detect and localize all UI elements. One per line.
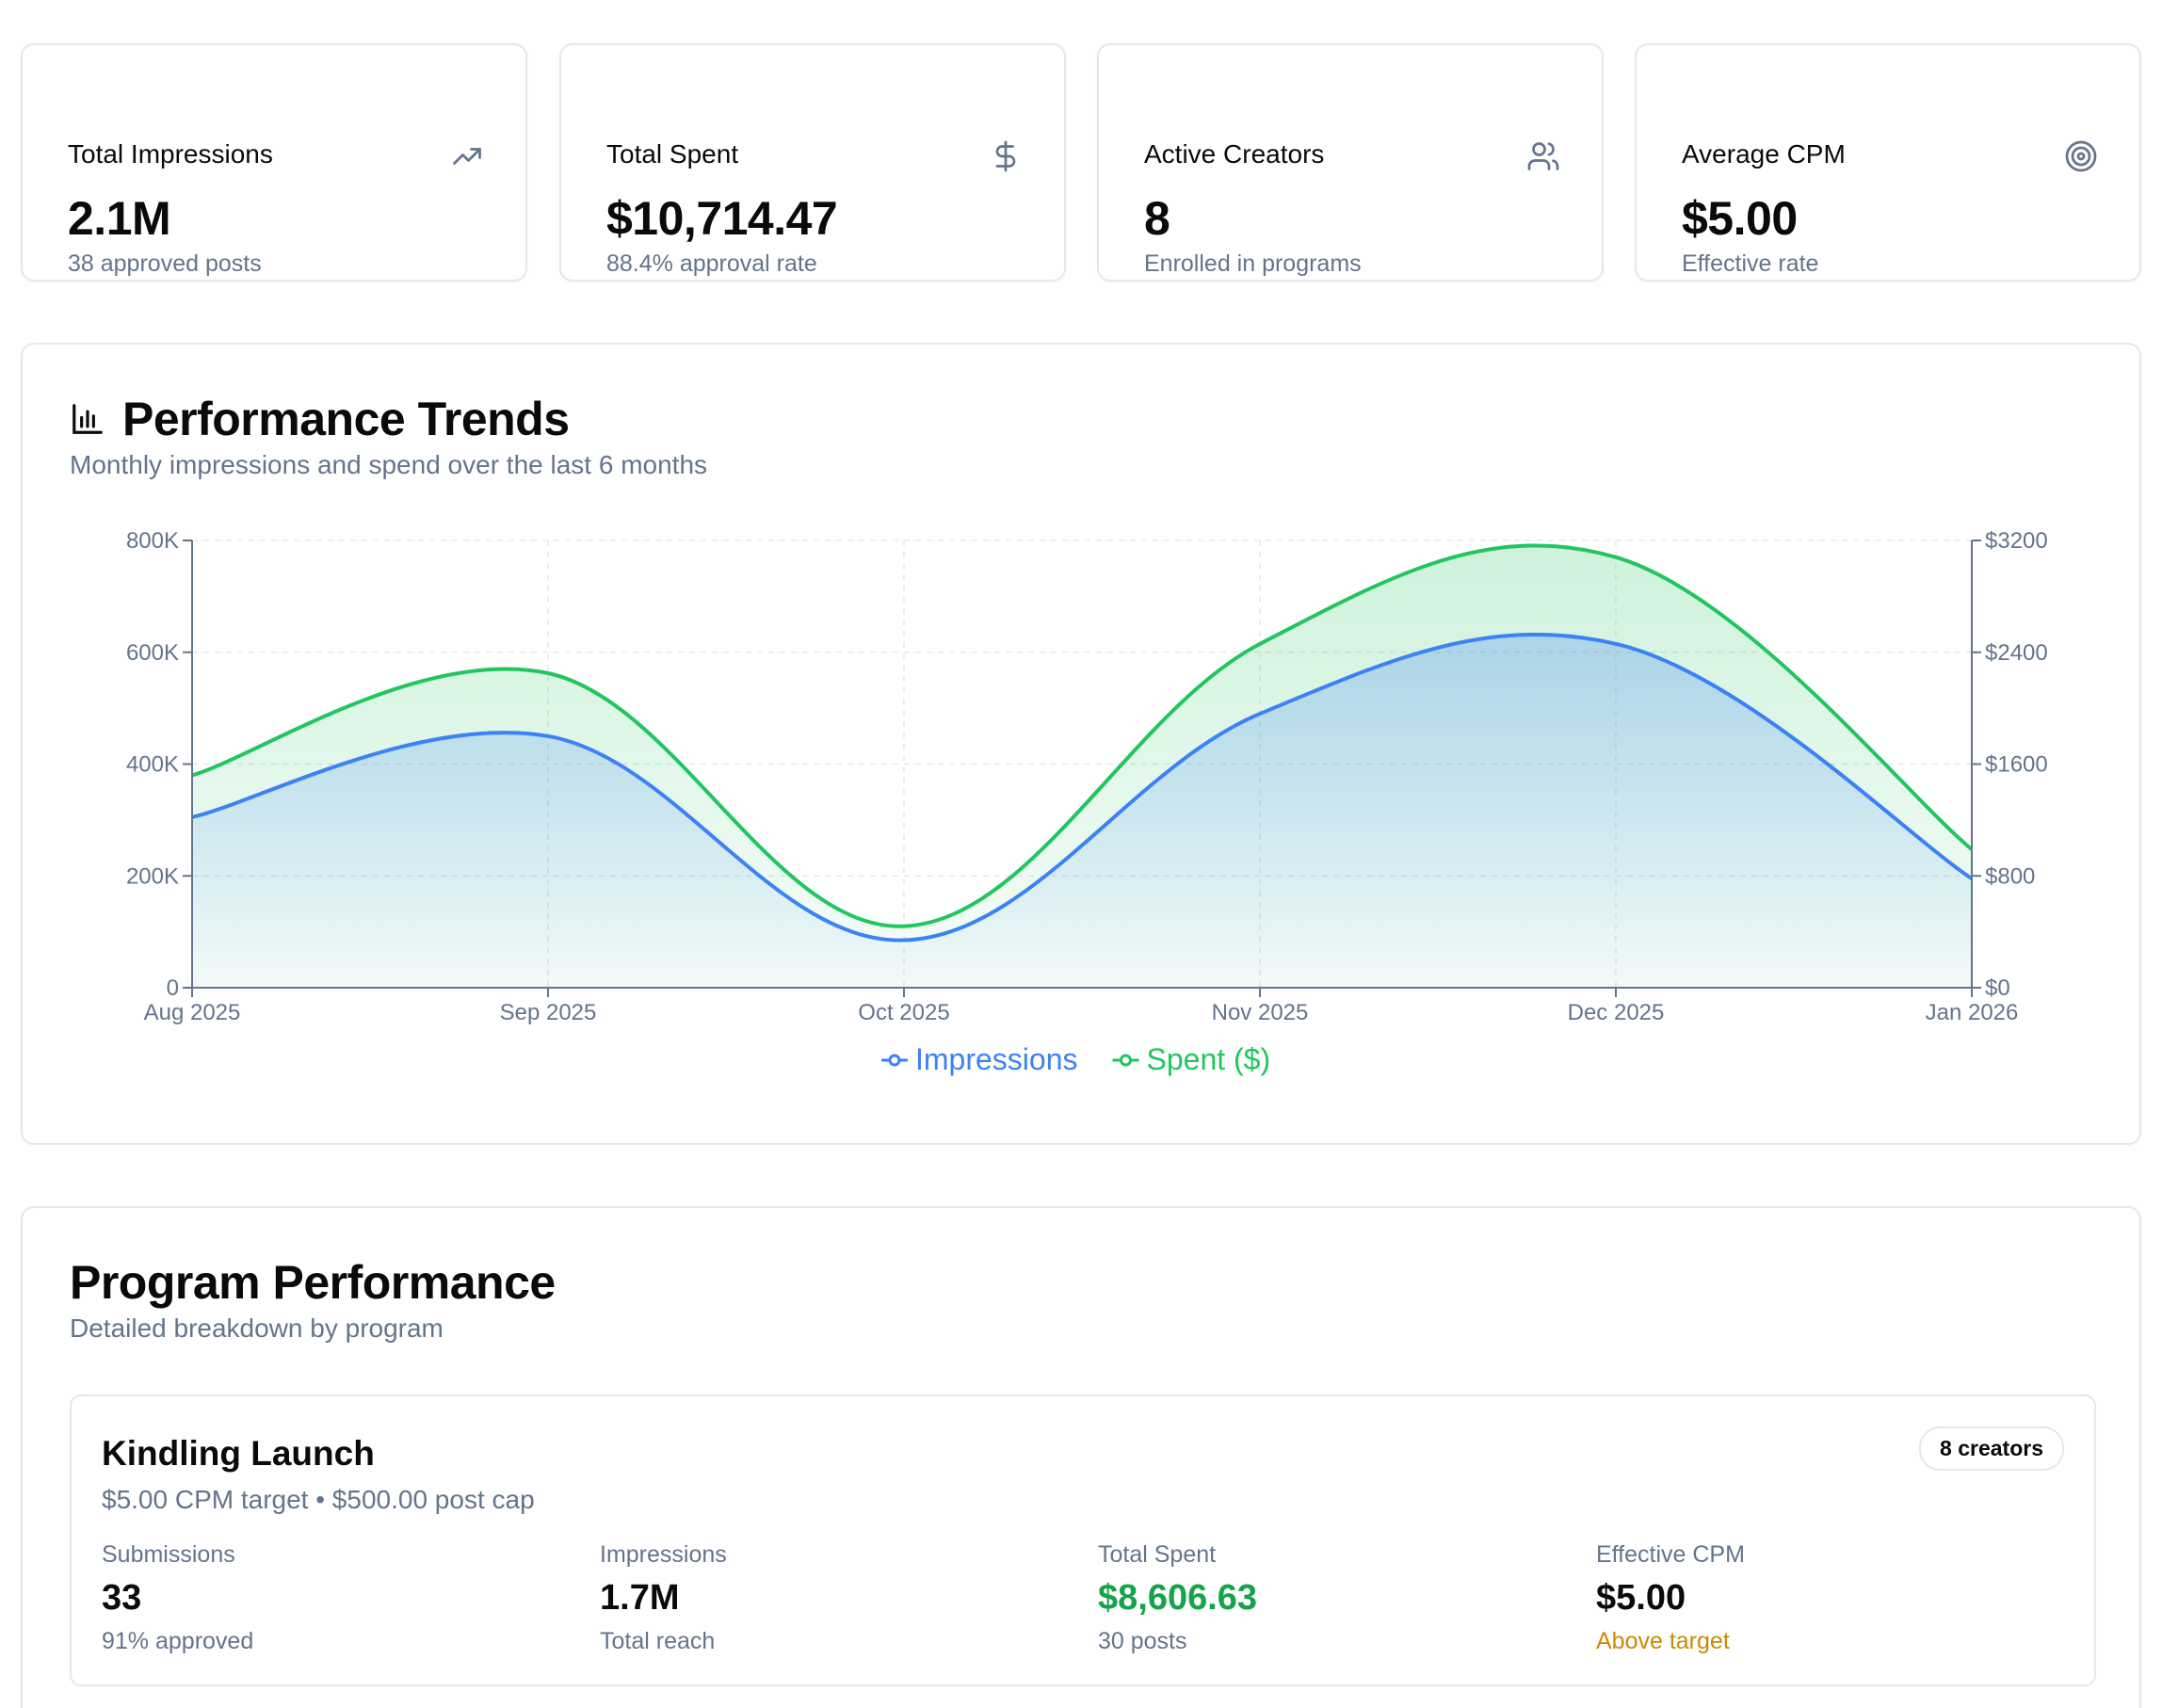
trends-title: Performance Trends — [122, 393, 570, 445]
stat-value: 2.1M — [68, 192, 171, 245]
stat-value: $10,714.47 — [606, 192, 838, 245]
stat-card-spent: Total Spent $10,714.47 88.4% approval ra… — [559, 43, 1066, 282]
stat-subtitle: 38 approved posts — [68, 250, 262, 277]
legend-marker-dot — [888, 1054, 901, 1067]
impressions-line — [191, 633, 1974, 943]
metric-label: Total Spent — [1098, 1541, 1217, 1568]
y-left-tick-label: 0 — [167, 975, 179, 1001]
metric-total-spent: Total Spent $8,606.63 30 posts — [1098, 1541, 1569, 1655]
metric-impressions: Impressions 1.7M Total reach — [600, 1541, 1071, 1655]
stat-subtitle: Effective rate — [1682, 250, 1819, 277]
impressions-area — [192, 634, 1972, 988]
stat-value: 8 — [1144, 192, 1170, 245]
x-tick-label: Aug 2025 — [144, 1000, 241, 1025]
trends-header: Performance Trends — [70, 392, 570, 446]
y-right-tick-label: $800 — [1985, 863, 2035, 889]
x-tick-label: Jan 2026 — [1926, 1000, 2019, 1025]
stat-card-impressions: Total Impressions 2.1M 38 approved posts — [21, 43, 527, 282]
x-tick-label: Sep 2025 — [500, 1000, 597, 1025]
trends-subtitle: Monthly impressions and spend over the l… — [70, 450, 708, 479]
bar-chart-icon — [73, 404, 103, 434]
target-icon — [2065, 140, 2097, 172]
y-left-tick-label: 200K — [126, 863, 179, 889]
stat-value: $5.00 — [1682, 192, 1798, 245]
metric-value: $5.00 — [1596, 1578, 1686, 1618]
legend-marker-dot — [1120, 1054, 1132, 1067]
metric-value: 1.7M — [600, 1578, 680, 1618]
y-left-tick-label: 600K — [126, 640, 179, 666]
legend-label: Spent ($) — [1147, 1042, 1271, 1076]
x-tick-label: Nov 2025 — [1212, 1000, 1309, 1025]
stat-title: Active Creators — [1144, 139, 1325, 169]
stat-title: Total Spent — [606, 139, 739, 169]
program-performance-card: Program Performance Detailed breakdown b… — [21, 1206, 2141, 1708]
metric-subtitle: 91% approved — [102, 1628, 254, 1654]
legend-label: Impressions — [915, 1042, 1078, 1076]
stat-subtitle: 88.4% approval rate — [606, 250, 817, 277]
program-section-title: Program Performance — [70, 1256, 556, 1309]
y-right-tick-label: $2400 — [1985, 640, 2048, 666]
x-tick-label: Oct 2025 — [858, 1000, 949, 1025]
program-section-subtitle: Detailed breakdown by program — [70, 1313, 444, 1343]
stat-subtitle: Enrolled in programs — [1144, 250, 1362, 277]
stat-title: Total Impressions — [68, 139, 273, 169]
dollar-icon — [995, 140, 1016, 172]
stat-card-cpm: Average CPM $5.00 Effective rate — [1635, 43, 2141, 282]
performance-chart: 0 200K 400K 600K 800K $0 $800 $1600 $2400 $3200 Au… — [126, 528, 2048, 1076]
metric-label: Submissions — [102, 1541, 235, 1568]
metric-label: Impressions — [600, 1541, 727, 1568]
program-name: Kindling Launch — [102, 1434, 375, 1473]
y-left-tick-label: 400K — [126, 752, 179, 778]
stat-title: Average CPM — [1682, 139, 1846, 169]
metric-subtitle: Above target — [1596, 1628, 1730, 1654]
x-tick-label: Dec 2025 — [1568, 1000, 1665, 1025]
y-left-tick-label: 800K — [126, 528, 179, 554]
y-right-tick-label: $0 — [1985, 975, 2010, 1001]
program-card[interactable]: Kindling Launch $5.00 CPM target • $500.… — [70, 1394, 2096, 1686]
stat-card-creators: Active Creators 8 Enrolled in programs — [1097, 43, 1604, 282]
performance-trends-card: 0 200K 400K 600K 800K $0 $800 $1600 $2400 $3200 Au… — [21, 343, 2141, 1145]
metric-subtitle: Total reach — [600, 1628, 716, 1654]
metric-submissions: Submissions 33 91% approved — [102, 1541, 573, 1655]
spent-line — [191, 543, 1974, 928]
users-icon — [1527, 142, 1559, 170]
y-right-tick-label: $1600 — [1985, 752, 2048, 778]
metric-label: Effective CPM — [1596, 1541, 1745, 1568]
metric-value: $8,606.63 — [1098, 1578, 1258, 1618]
metric-value: 33 — [102, 1578, 142, 1618]
metric-subtitle: 30 posts — [1098, 1628, 1187, 1654]
metric-effective-cpm: Effective CPM $5.00 Above target — [1596, 1541, 2067, 1655]
creators-badge: 8 creators — [1919, 1426, 2064, 1471]
program-meta: $5.00 CPM target • $500.00 post cap — [102, 1485, 535, 1514]
trending-up-icon — [453, 148, 481, 165]
y-right-tick-label: $3200 — [1985, 528, 2048, 554]
